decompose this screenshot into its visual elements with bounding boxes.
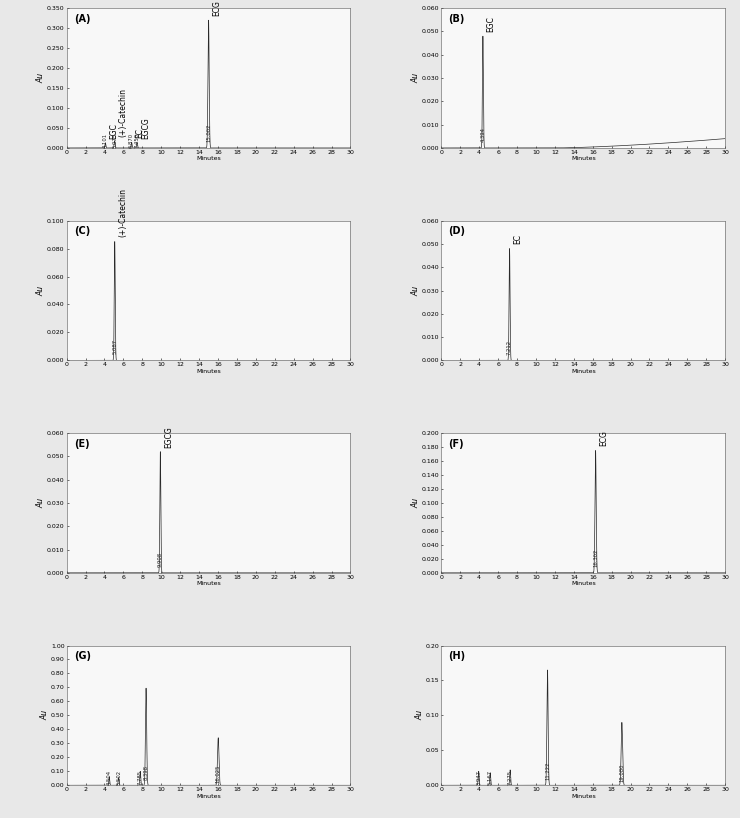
Text: (+)-Catechin: (+)-Catechin <box>118 188 127 237</box>
Y-axis label: Au: Au <box>36 73 45 83</box>
X-axis label: Minutes: Minutes <box>196 369 221 374</box>
Text: 9.908: 9.908 <box>158 551 163 567</box>
Text: 3.947: 3.947 <box>476 770 481 784</box>
X-axis label: Minutes: Minutes <box>571 793 596 798</box>
X-axis label: Minutes: Minutes <box>196 793 221 798</box>
Text: 5.167: 5.167 <box>488 770 493 784</box>
Text: 7.212: 7.212 <box>507 339 512 355</box>
Y-axis label: Au: Au <box>411 498 420 508</box>
X-axis label: Minutes: Minutes <box>571 369 596 374</box>
Text: (C): (C) <box>74 227 90 236</box>
Text: ECG: ECG <box>212 0 221 16</box>
Text: (G): (G) <box>74 651 91 661</box>
Text: 16.025: 16.025 <box>216 764 221 783</box>
Text: ECG: ECG <box>599 430 608 447</box>
Y-axis label: Au: Au <box>415 710 424 721</box>
Text: (E): (E) <box>74 438 90 448</box>
X-axis label: Minutes: Minutes <box>571 156 596 161</box>
Text: EC: EC <box>135 128 144 138</box>
Y-axis label: Au: Au <box>36 285 45 295</box>
Text: (D): (D) <box>448 227 465 236</box>
Text: 8.398: 8.398 <box>144 766 149 780</box>
Text: 19.080: 19.080 <box>619 764 625 782</box>
Text: EC: EC <box>514 235 522 245</box>
Text: 7.275: 7.275 <box>508 770 513 784</box>
Text: EGCG: EGCG <box>141 117 150 138</box>
Text: EGC: EGC <box>110 123 118 139</box>
Text: EGC: EGC <box>487 16 496 32</box>
X-axis label: Minutes: Minutes <box>196 582 221 587</box>
Text: (H): (H) <box>448 651 465 661</box>
Text: 4.101: 4.101 <box>103 133 108 148</box>
Text: 11.222: 11.222 <box>545 761 550 780</box>
Y-axis label: Au: Au <box>411 285 420 295</box>
Text: (A): (A) <box>74 14 90 24</box>
Text: EGCG: EGCG <box>164 425 173 447</box>
Text: (F): (F) <box>448 438 464 448</box>
Y-axis label: Au: Au <box>36 498 45 508</box>
Text: 4.394: 4.394 <box>480 128 485 142</box>
Text: 4.504: 4.504 <box>107 770 112 784</box>
Text: (B): (B) <box>448 14 465 24</box>
X-axis label: Minutes: Minutes <box>571 582 596 587</box>
Y-axis label: Au: Au <box>41 710 50 721</box>
Text: 7.785: 7.785 <box>138 770 143 784</box>
Text: 6.870: 6.870 <box>129 133 134 148</box>
Text: 5.502: 5.502 <box>116 770 121 785</box>
Y-axis label: Au: Au <box>411 73 420 83</box>
Text: 16.302: 16.302 <box>593 548 598 567</box>
X-axis label: Minutes: Minutes <box>196 156 221 161</box>
Text: 5.075: 5.075 <box>112 133 117 147</box>
Text: 7.450: 7.450 <box>135 133 140 148</box>
Text: 15.002: 15.002 <box>206 123 211 142</box>
Text: (+)-Catechin: (+)-Catechin <box>118 88 127 137</box>
Text: 5.087: 5.087 <box>112 339 117 354</box>
